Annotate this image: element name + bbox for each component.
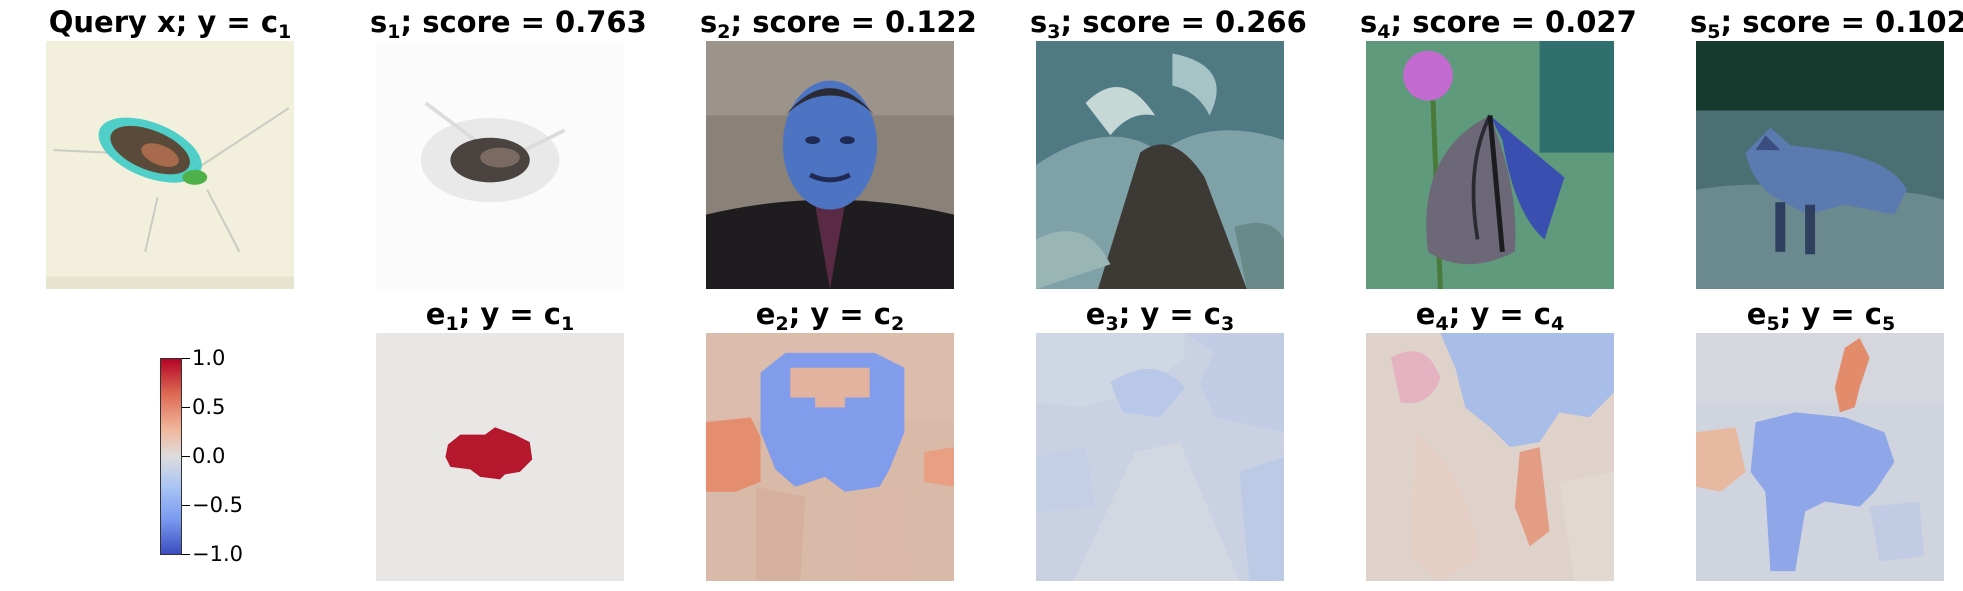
colorbar-tick bbox=[182, 456, 190, 457]
s4-title: s4; score = 0.027 bbox=[1360, 5, 1637, 43]
colorbar bbox=[160, 358, 182, 555]
fox-icon bbox=[1696, 41, 1944, 289]
e5-heatmap bbox=[1696, 333, 1944, 581]
query-image bbox=[46, 41, 294, 289]
s5-title: s5; score = 0.102 bbox=[1690, 5, 1963, 43]
butterfly-icon bbox=[1366, 41, 1614, 289]
e3-map bbox=[1036, 333, 1284, 581]
query-title: Query x; y = c1 bbox=[48, 5, 292, 43]
e1-heatmap bbox=[376, 333, 624, 581]
e5-map bbox=[1696, 333, 1944, 581]
s3-title: s3; score = 0.266 bbox=[1030, 5, 1307, 43]
colorbar-tick bbox=[182, 407, 190, 408]
e2-title: e2; y = c2 bbox=[755, 297, 905, 335]
e1-title: e1; y = c1 bbox=[425, 297, 575, 335]
colorbar-tick-label: 1.0 bbox=[192, 346, 226, 370]
cockroach-icon bbox=[46, 41, 294, 289]
colorbar-tick bbox=[182, 358, 190, 359]
e2-heatmap bbox=[706, 333, 954, 581]
colorbar-tick-label: 0.5 bbox=[192, 395, 226, 419]
s4-image bbox=[1366, 41, 1614, 289]
colorbar-tick-label: 0.0 bbox=[192, 444, 226, 468]
colorbar-tick-label: −1.0 bbox=[192, 542, 243, 566]
colorbar-tick bbox=[182, 554, 190, 555]
e3-title: e3; y = c3 bbox=[1085, 297, 1235, 335]
e5-title: e5; y = c5 bbox=[1746, 297, 1896, 335]
s1-image bbox=[376, 41, 624, 289]
e4-map bbox=[1366, 333, 1614, 581]
animal-in-water-icon bbox=[1036, 41, 1284, 289]
e3-heatmap bbox=[1036, 333, 1284, 581]
colorbar-tick bbox=[182, 505, 190, 506]
e4-heatmap bbox=[1366, 333, 1614, 581]
e4-title: e4; y = c4 bbox=[1415, 297, 1565, 335]
colorbar-tick-label: −0.5 bbox=[192, 493, 243, 517]
person-portrait-icon bbox=[706, 41, 954, 289]
e1-map bbox=[376, 333, 624, 581]
e2-map bbox=[706, 333, 954, 581]
s5-image bbox=[1696, 41, 1944, 289]
s2-image bbox=[706, 41, 954, 289]
cockroach-icon bbox=[376, 41, 624, 289]
s3-image bbox=[1036, 41, 1284, 289]
s1-title: s1; score = 0.763 bbox=[370, 5, 647, 43]
s2-title: s2; score = 0.122 bbox=[700, 5, 977, 43]
